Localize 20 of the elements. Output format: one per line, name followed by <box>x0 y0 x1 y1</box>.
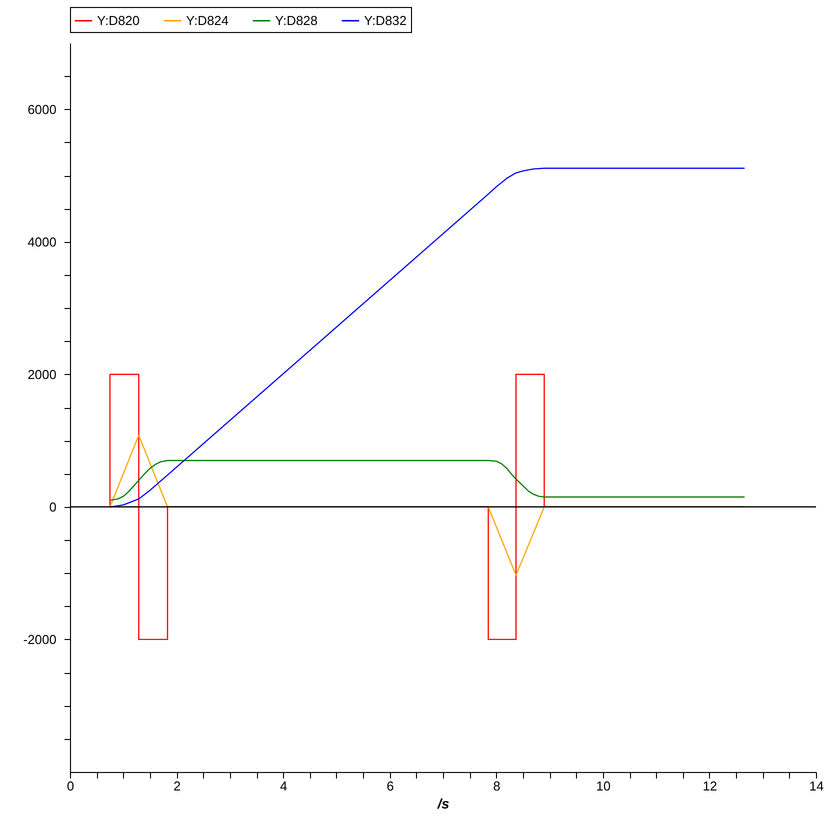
y-tick-label: 0 <box>49 499 56 514</box>
line-series <box>109 460 746 501</box>
legend-label: Y:D832 <box>364 12 407 28</box>
legend-label: Y:D820 <box>97 12 140 28</box>
legend-label: Y:D824 <box>186 12 229 28</box>
x-tick-label: 12 <box>702 778 718 794</box>
x-tick-label: 8 <box>493 778 500 794</box>
line-series <box>109 168 746 508</box>
x-tick-label: 2 <box>173 778 181 794</box>
y-tick-label: 6000 <box>28 102 56 117</box>
legend-label: Y:D828 <box>275 12 318 28</box>
x-tick-label: 4 <box>280 778 288 794</box>
y-tick-label: 4000 <box>28 234 56 250</box>
x-tick-label: 10 <box>596 778 611 794</box>
x-axis-title: /s <box>436 796 450 812</box>
y-tick-label: 2000 <box>28 366 56 382</box>
x-tick-label: 0 <box>66 778 74 794</box>
y-tick-label: -2000 <box>23 632 56 647</box>
x-tick-label: 6 <box>386 778 394 794</box>
x-tick-label: 14 <box>809 778 824 794</box>
